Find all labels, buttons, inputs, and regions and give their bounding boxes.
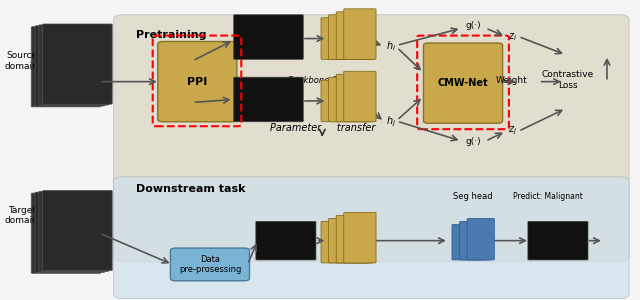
Text: $x_j$: $x_j$	[234, 101, 244, 113]
Text: PPI: PPI	[187, 76, 207, 87]
Text: Loss: Loss	[566, 248, 585, 257]
FancyBboxPatch shape	[43, 190, 112, 271]
FancyBboxPatch shape	[170, 248, 250, 281]
FancyBboxPatch shape	[256, 221, 316, 260]
FancyBboxPatch shape	[39, 191, 108, 272]
Text: Weight: Weight	[496, 76, 528, 85]
FancyBboxPatch shape	[31, 193, 101, 273]
Text: Target
domain: Target domain	[5, 206, 38, 225]
Text: Backbone f(): Backbone f()	[288, 76, 341, 85]
Text: Pretraining: Pretraining	[136, 30, 206, 40]
FancyBboxPatch shape	[31, 27, 101, 107]
Text: g(·): g(·)	[465, 136, 481, 146]
Text: $z_j$: $z_j$	[508, 124, 516, 137]
FancyBboxPatch shape	[35, 192, 104, 272]
FancyBboxPatch shape	[328, 77, 371, 122]
Text: $h_i$: $h_i$	[385, 39, 396, 53]
FancyBboxPatch shape	[234, 15, 303, 59]
FancyBboxPatch shape	[43, 24, 112, 104]
FancyBboxPatch shape	[424, 43, 502, 123]
Text: Data
pre-prosessing: Data pre-prosessing	[179, 255, 241, 274]
FancyBboxPatch shape	[321, 221, 369, 263]
FancyBboxPatch shape	[113, 15, 629, 262]
FancyBboxPatch shape	[336, 12, 374, 59]
Text: Contrastive
Loss: Contrastive Loss	[541, 70, 594, 90]
Text: $z_i$: $z_i$	[508, 31, 516, 43]
Text: Predict: Malignant: Predict: Malignant	[513, 192, 582, 201]
FancyBboxPatch shape	[344, 212, 376, 263]
Text: g(·): g(·)	[465, 21, 481, 30]
FancyBboxPatch shape	[336, 74, 374, 122]
FancyBboxPatch shape	[452, 224, 487, 260]
Text: Downstream task: Downstream task	[136, 184, 245, 194]
FancyBboxPatch shape	[528, 221, 588, 260]
FancyBboxPatch shape	[460, 221, 491, 260]
Text: Source
domain: Source domain	[5, 51, 38, 70]
FancyBboxPatch shape	[467, 218, 494, 260]
Text: Seg head: Seg head	[453, 192, 493, 201]
FancyBboxPatch shape	[113, 177, 629, 298]
Text: Parameter     transfer: Parameter transfer	[269, 123, 375, 133]
FancyBboxPatch shape	[158, 41, 237, 122]
FancyBboxPatch shape	[39, 25, 108, 105]
FancyBboxPatch shape	[35, 26, 104, 106]
FancyBboxPatch shape	[328, 15, 371, 59]
FancyBboxPatch shape	[344, 71, 376, 122]
FancyBboxPatch shape	[336, 215, 374, 263]
FancyBboxPatch shape	[344, 9, 376, 59]
Text: $x_i$: $x_i$	[234, 16, 244, 28]
Text: CMW-Net: CMW-Net	[438, 78, 488, 88]
FancyBboxPatch shape	[321, 18, 369, 59]
FancyBboxPatch shape	[234, 77, 303, 122]
Text: $h_j$: $h_j$	[385, 115, 396, 129]
FancyBboxPatch shape	[321, 80, 369, 122]
FancyBboxPatch shape	[328, 218, 371, 263]
